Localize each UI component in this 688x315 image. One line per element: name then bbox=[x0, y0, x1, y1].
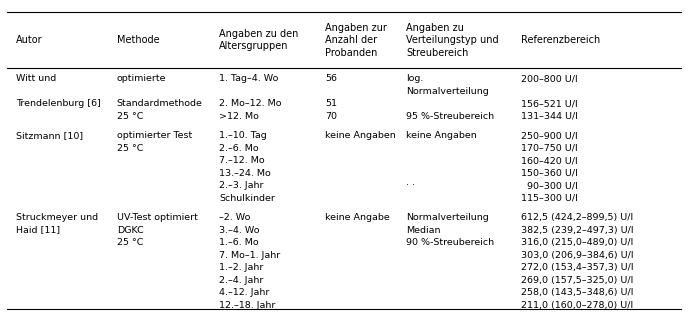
Text: 160–420 U/l: 160–420 U/l bbox=[521, 156, 577, 165]
Text: 316,0 (215,0–489,0) U/l: 316,0 (215,0–489,0) U/l bbox=[521, 238, 633, 247]
Text: 70: 70 bbox=[325, 112, 337, 121]
Text: 115–300 U/l: 115–300 U/l bbox=[521, 194, 577, 203]
Text: 612,5 (424,2–899,5) U/l: 612,5 (424,2–899,5) U/l bbox=[521, 213, 633, 222]
Text: 95 %-Streubereich: 95 %-Streubereich bbox=[406, 112, 494, 121]
Text: 131–344 U/l: 131–344 U/l bbox=[521, 112, 577, 121]
Text: 2.–4. Jahr: 2.–4. Jahr bbox=[219, 276, 264, 285]
Text: Methode: Methode bbox=[117, 35, 160, 45]
Text: log.: log. bbox=[406, 74, 423, 83]
Text: 25 °C: 25 °C bbox=[117, 112, 143, 121]
Text: 1.–2. Jahr: 1.–2. Jahr bbox=[219, 263, 264, 272]
Text: keine Angaben: keine Angaben bbox=[325, 131, 396, 140]
Text: 170–750 U/l: 170–750 U/l bbox=[521, 144, 577, 152]
Text: Referenzbereich: Referenzbereich bbox=[521, 35, 600, 45]
Text: Angaben zu
Verteilungstyp und
Streubereich: Angaben zu Verteilungstyp und Streuberei… bbox=[406, 23, 499, 58]
Text: Standardmethode: Standardmethode bbox=[117, 99, 203, 108]
Text: 269,0 (157,5–325,0) U/l: 269,0 (157,5–325,0) U/l bbox=[521, 276, 633, 285]
Text: 25 °C: 25 °C bbox=[117, 238, 143, 247]
Text: 2.–6. Mo: 2.–6. Mo bbox=[219, 144, 259, 152]
Text: 56: 56 bbox=[325, 74, 337, 83]
Text: Median: Median bbox=[406, 226, 440, 235]
Text: 7. Mo–1. Jahr: 7. Mo–1. Jahr bbox=[219, 251, 281, 260]
Text: 2. Mo–12. Mo: 2. Mo–12. Mo bbox=[219, 99, 282, 108]
Text: 200–800 U/l: 200–800 U/l bbox=[521, 74, 577, 83]
Text: 90 %-Streubereich: 90 %-Streubereich bbox=[406, 238, 494, 247]
Text: Sitzmann [10]: Sitzmann [10] bbox=[16, 131, 83, 140]
Text: DGKC: DGKC bbox=[117, 226, 144, 235]
Text: –2. Wo: –2. Wo bbox=[219, 213, 250, 222]
Text: 272,0 (153,4–357,3) U/l: 272,0 (153,4–357,3) U/l bbox=[521, 263, 633, 272]
Text: 150–360 U/l: 150–360 U/l bbox=[521, 169, 577, 178]
Text: Trendelenburg [6]: Trendelenburg [6] bbox=[16, 99, 100, 108]
Text: 1. Tag–4. Wo: 1. Tag–4. Wo bbox=[219, 74, 279, 83]
Text: optimierte: optimierte bbox=[117, 74, 166, 83]
Text: Struckmeyer und: Struckmeyer und bbox=[16, 213, 98, 222]
Text: >12. Mo: >12. Mo bbox=[219, 112, 259, 121]
Text: 2.–3. Jahr: 2.–3. Jahr bbox=[219, 181, 264, 190]
Text: 1.–10. Tag: 1.–10. Tag bbox=[219, 131, 267, 140]
Text: Normalverteilung: Normalverteilung bbox=[406, 213, 488, 222]
Text: keine Angabe: keine Angabe bbox=[325, 213, 390, 222]
Text: UV-Test optimiert: UV-Test optimiert bbox=[117, 213, 197, 222]
Text: 250–900 U/l: 250–900 U/l bbox=[521, 131, 577, 140]
Text: 303,0 (206,9–384,6) U/l: 303,0 (206,9–384,6) U/l bbox=[521, 251, 633, 260]
Text: 25 °C: 25 °C bbox=[117, 144, 143, 152]
Text: Schulkinder: Schulkinder bbox=[219, 194, 275, 203]
Text: Autor: Autor bbox=[16, 35, 42, 45]
Text: Angaben zu den
Altersgruppen: Angaben zu den Altersgruppen bbox=[219, 29, 299, 51]
Text: 90–300 U/l: 90–300 U/l bbox=[521, 181, 577, 190]
Text: 51: 51 bbox=[325, 99, 337, 108]
Text: Normalverteilung: Normalverteilung bbox=[406, 87, 488, 96]
Text: Haid [11]: Haid [11] bbox=[16, 226, 60, 235]
Text: Witt und: Witt und bbox=[16, 74, 56, 83]
Text: 12.–18. Jahr: 12.–18. Jahr bbox=[219, 301, 276, 310]
Text: 13.–24. Mo: 13.–24. Mo bbox=[219, 169, 271, 178]
Text: 156–521 U/l: 156–521 U/l bbox=[521, 99, 577, 108]
Text: · ·: · · bbox=[406, 181, 415, 190]
Text: 211,0 (160,0–278,0) U/l: 211,0 (160,0–278,0) U/l bbox=[521, 301, 633, 310]
Text: Angaben zur
Anzahl der
Probanden: Angaben zur Anzahl der Probanden bbox=[325, 23, 387, 58]
Text: optimierter Test: optimierter Test bbox=[117, 131, 192, 140]
Text: 7.–12. Mo: 7.–12. Mo bbox=[219, 156, 265, 165]
Text: keine Angaben: keine Angaben bbox=[406, 131, 477, 140]
Text: 1.–6. Mo: 1.–6. Mo bbox=[219, 238, 259, 247]
Text: 258,0 (143,5–348,6) U/l: 258,0 (143,5–348,6) U/l bbox=[521, 288, 633, 297]
Text: 382,5 (239,2–497,3) U/l: 382,5 (239,2–497,3) U/l bbox=[521, 226, 633, 235]
Text: 3.–4. Wo: 3.–4. Wo bbox=[219, 226, 260, 235]
Text: 4.–12. Jahr: 4.–12. Jahr bbox=[219, 288, 270, 297]
